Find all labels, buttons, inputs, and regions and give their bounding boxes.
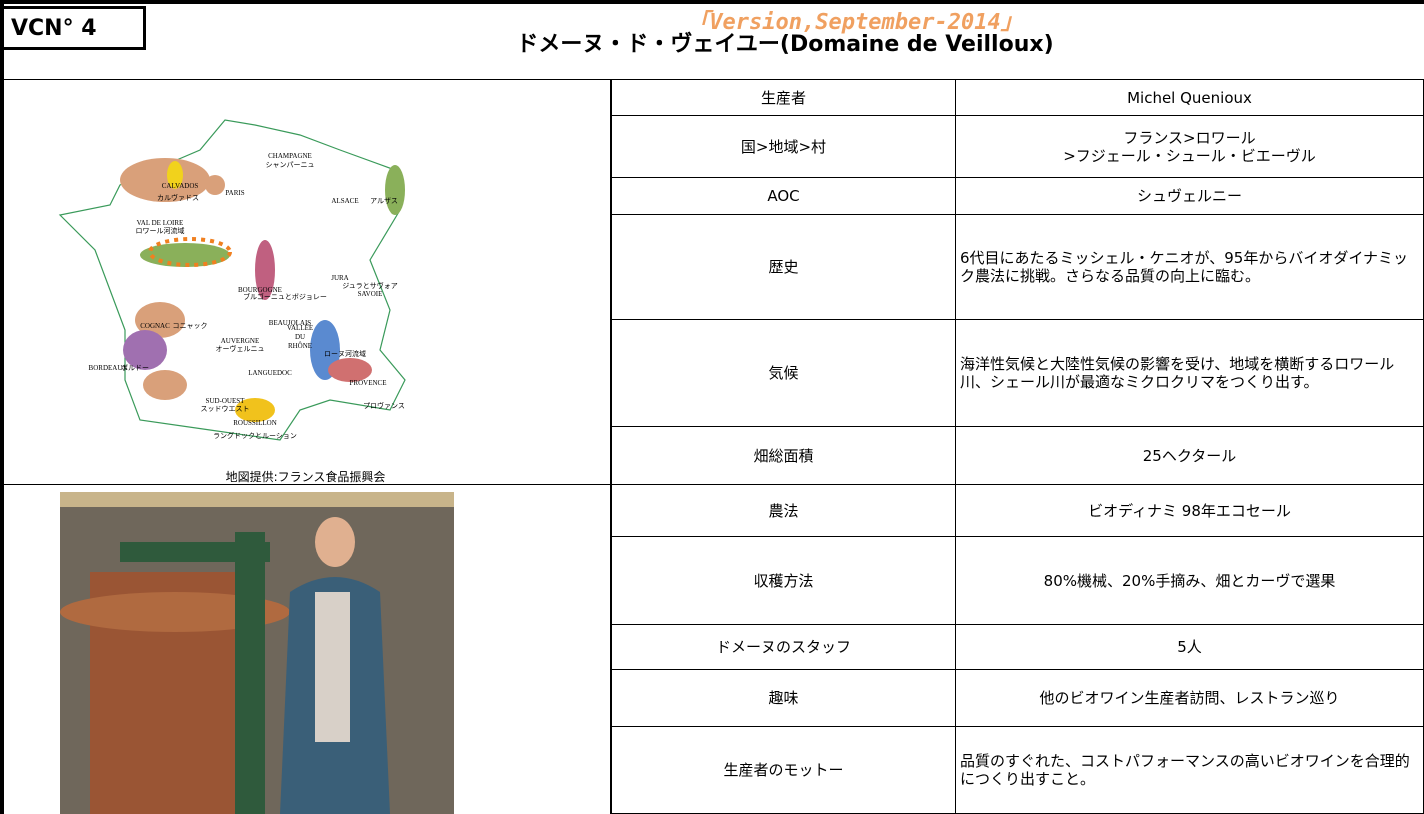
map-credit: 地図提供:フランス食品振興会	[225, 470, 386, 484]
row-value: 品質のすぐれた、コストパフォーマンスの高いビオワインを合理的につくり出すこと。	[956, 727, 1424, 814]
map-label: VALLÉE	[287, 324, 313, 332]
map-label: コニャック	[173, 322, 208, 330]
row-label: 歴史	[611, 215, 956, 320]
row-value: シュヴェルニー	[956, 178, 1424, 215]
photo-cell	[0, 485, 611, 814]
row-label: AOC	[611, 178, 956, 215]
map-label: VAL DE LOIRE	[137, 219, 184, 227]
row-value: フランス>ロワール >フジェール・シュール・ビエーヴル	[956, 116, 1424, 178]
row-value: 海洋性気候と大陸性気候の影響を受け、地域を横断するロワール川、シェール川が最適な…	[956, 320, 1424, 427]
map-label: SAVOIE	[358, 290, 383, 298]
map-label: プロヴァンス	[363, 401, 405, 410]
map-label: CALVADOS	[162, 182, 199, 190]
map-label: ブルゴーニュとボジョレー	[243, 292, 327, 301]
row-value: 25ヘクタール	[956, 427, 1424, 485]
map-label: ジュラとサヴォア	[342, 281, 398, 290]
row-label: 生産者のモットー	[611, 727, 956, 814]
region	[255, 240, 275, 300]
region	[328, 358, 372, 382]
header-line	[0, 79, 1424, 80]
map-label: AUVERGNE	[221, 337, 260, 345]
row-value: ビオディナミ 98年エコセール	[956, 485, 1424, 537]
info-table: 生産者 Michel Quenioux 国>地域>村 フランス>ロワール >フジェール…	[611, 80, 1424, 814]
row-value: 他のビオワイン生産者訪問、レストラン巡り	[956, 670, 1424, 727]
row-label: ドメーヌのスタッフ	[611, 625, 956, 670]
region	[135, 302, 185, 338]
region	[123, 330, 167, 370]
map-label: RHÔNE	[288, 342, 312, 350]
map-label: PARIS	[225, 189, 244, 197]
map-label: アルザス	[370, 197, 398, 205]
map-label: ボルドー	[121, 364, 149, 372]
map-label: CHAMPAGNE	[268, 152, 312, 160]
map-label: BOURGOGNE	[238, 286, 282, 294]
row-label: 趣味	[611, 670, 956, 727]
map-label: ROUSSILLON	[233, 419, 277, 427]
version: 「Version,September-2014」	[687, 10, 1023, 35]
region	[143, 370, 187, 400]
row-label: 収穫方法	[611, 537, 956, 625]
map-label: SUD-OUEST	[206, 397, 246, 405]
region	[167, 161, 183, 189]
map-label: PROVENCE	[350, 379, 387, 387]
row-value: 80%機械、20%手摘み、畑とカーヴで選果	[956, 537, 1424, 625]
map-label: オーヴェルニュ	[216, 344, 265, 353]
top-border	[0, 0, 1424, 4]
map-cell: CHAMPAGNE シャンパーニュ ALSACE アルザス CALVADOS カルヴァドス…	[0, 80, 611, 485]
region	[120, 158, 210, 202]
photo	[60, 492, 454, 814]
map-label: ラングドックとルーション	[213, 431, 297, 440]
row-value: 5人	[956, 625, 1424, 670]
row-value: Michel Quenioux	[956, 80, 1424, 116]
left-border	[0, 0, 4, 814]
row-label: 生産者	[611, 80, 956, 116]
doc-id: VCN° 4	[0, 6, 146, 50]
title: ドメーヌ・ド・ヴェイユー(Domaine de Veilloux)	[516, 32, 1054, 57]
region	[235, 398, 275, 422]
region	[385, 165, 405, 215]
map-label: LANGUEDOC	[248, 369, 292, 377]
row-label: 国>地域>村	[611, 116, 956, 178]
map-label: スッドウエスト	[201, 405, 250, 413]
row-label: 畑総面積	[611, 427, 956, 485]
map-label: COGNAC	[140, 322, 170, 330]
france-outline	[58, 119, 406, 441]
row-label: 農法	[611, 485, 956, 537]
map-label: ALSACE	[331, 197, 358, 205]
map-label: ローヌ河流域	[324, 349, 366, 358]
map-label: BORDEAUX	[89, 364, 128, 372]
map-label: ロワール河流域	[136, 226, 185, 235]
map-label: JURA	[331, 274, 349, 282]
map-label: シャンパーニュ	[266, 161, 315, 169]
region	[205, 175, 225, 195]
row-label: 気候	[611, 320, 956, 427]
highlight	[148, 237, 232, 267]
map-label: DU	[295, 333, 305, 341]
map-label: BEAUJOLAIS	[269, 319, 311, 327]
map-label: カルヴァドス	[157, 193, 199, 202]
row-value: 6代目にあたるミッシェル・ケニオが、95年からバイオダイナミック農法に挑戦。さら…	[956, 215, 1424, 320]
